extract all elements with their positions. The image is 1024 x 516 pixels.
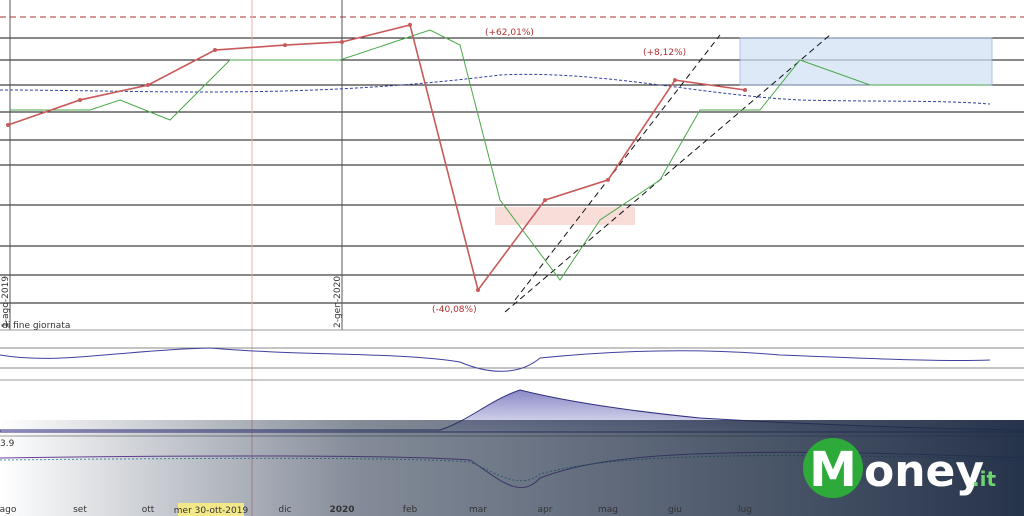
logo-initial: M [809, 442, 857, 498]
logo-suffix: .it [972, 467, 996, 491]
x-tick-label: mag [598, 505, 618, 515]
cursor-label-bg [178, 503, 244, 516]
x-tick-label: set [73, 505, 87, 515]
annotation: (+62,01%) [485, 28, 534, 38]
rsi-panel [0, 347, 1024, 381]
annotation: (-40,08%) [432, 305, 477, 315]
price-point [673, 78, 677, 83]
price-line [7, 23, 746, 292]
date-marker: 1-ago-2019 [1, 276, 11, 328]
trend-channel [504, 34, 831, 313]
price-point [543, 198, 547, 203]
stop-line [10, 29, 990, 281]
moving-average [0, 73, 991, 105]
price-point [78, 97, 82, 102]
x-tick-label: lug [738, 505, 752, 515]
x-tick-label: 2020 [329, 505, 354, 515]
cursor-label: mer 30-ott-2019 [174, 506, 249, 516]
price-point [213, 48, 217, 53]
logo-text: oney [864, 446, 984, 497]
price-point [408, 22, 412, 27]
price-point [146, 83, 150, 88]
x-tick-label: dic [278, 505, 291, 515]
indicator-label: 3.9 [0, 439, 15, 449]
x-tick-label: ago [0, 505, 17, 515]
logo: M oney .it [803, 438, 996, 498]
x-tick-label: giu [668, 505, 682, 515]
price-point [743, 88, 747, 93]
zone [495, 207, 635, 225]
x-tick-label: apr [538, 505, 553, 515]
date-marker: 2-gen-2020 [333, 276, 343, 328]
price-point [606, 177, 610, 182]
x-tick-label: mar [469, 505, 487, 515]
x-tick-label: feb [403, 505, 418, 515]
x-tick-label: ott [142, 505, 155, 515]
price-point [340, 39, 344, 44]
zone [739, 37, 993, 86]
price-point [476, 287, 480, 292]
price-point [6, 123, 10, 128]
price-point [283, 43, 287, 48]
logo-circle [803, 438, 863, 498]
annotation: (+8,12%) [643, 48, 686, 58]
panel-note: di fine giornata [2, 321, 70, 331]
